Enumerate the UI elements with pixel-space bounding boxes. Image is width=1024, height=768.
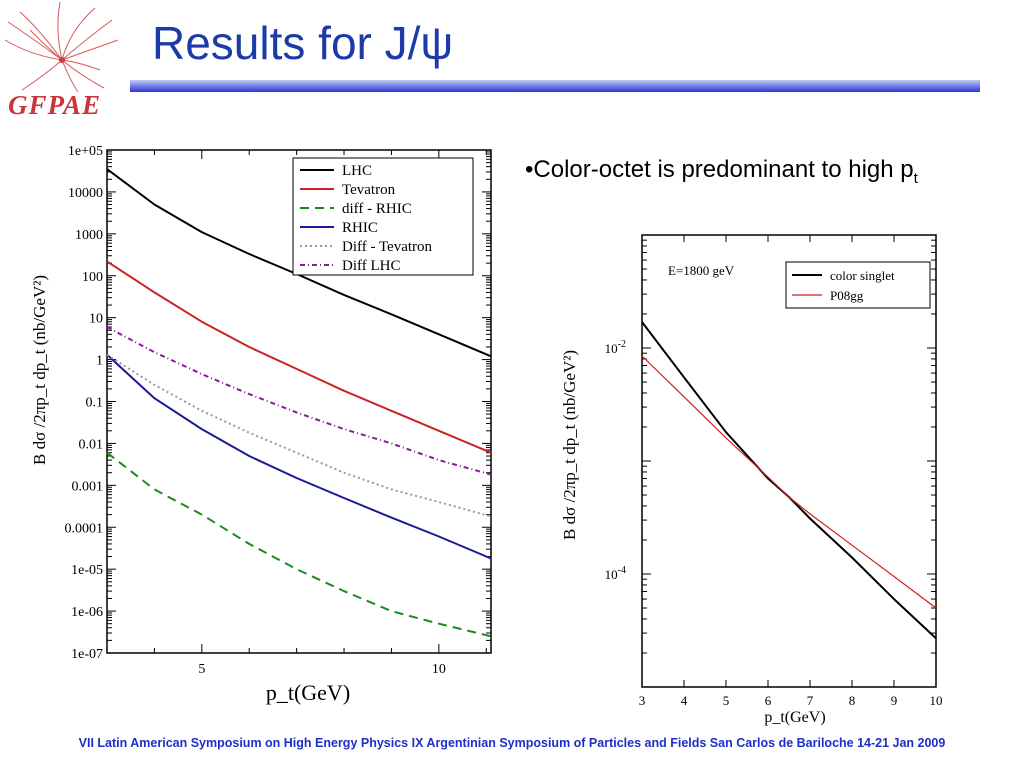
- title-underline-bar: [130, 80, 980, 92]
- chart-0-legend-label-5: Diff LHC: [342, 258, 400, 274]
- chart-1-xtick-1: 4: [681, 693, 688, 708]
- chart-0-xtick-0: 5: [198, 662, 205, 677]
- chart-0-ytick-2: 1e-05: [71, 563, 103, 578]
- chart-0-series-5: [106, 326, 492, 476]
- chart-left-series: [106, 168, 492, 638]
- logo-text: GFPAE: [8, 90, 102, 120]
- chart-0-ytick-3: 0.0001: [65, 521, 104, 536]
- chart-0-series-3: [106, 354, 492, 560]
- chart-1-xtick-7: 10: [930, 693, 943, 708]
- chart-0-ytick-8: 10: [89, 312, 103, 327]
- bullet-text: •Color-octet is predominant to high pt: [525, 156, 918, 187]
- bullet-main: •Color-octet is predominant to high p: [525, 156, 914, 183]
- chart-1-xtick-3: 6: [765, 693, 772, 708]
- chart-0-xtick-1: 10: [432, 662, 446, 677]
- chart-1-xtick-0: 3: [639, 693, 646, 708]
- chart-left-ylabel: B dσ /2πp_t dp_t (nb/GeV²): [30, 275, 49, 465]
- chart-0-legend-label-1: Tevatron: [342, 182, 396, 198]
- chart-0-series-2: [106, 451, 492, 638]
- chart-0-ytick-9: 100: [82, 270, 103, 285]
- chart-0-legend-label-3: RHIC: [342, 220, 378, 236]
- chart-0-series-1: [106, 260, 492, 454]
- chart-left-legend: LHC Tevatron diff - RHIC RHIC Diff - Tevatro…: [292, 157, 474, 276]
- chart-0-legend-label-2: diff - RHIC: [342, 201, 412, 217]
- chart-right-legend: color singlet P08gg: [785, 261, 931, 309]
- chart-0-series-0: [106, 168, 492, 358]
- chart-0-ytick-11: 10000: [68, 186, 103, 201]
- chart-0-ytick-10: 1000: [75, 228, 103, 243]
- chart-0-legend-label-0: LHC: [342, 163, 372, 179]
- chart-0-legend-label-4: Diff - Tevatron: [342, 239, 433, 255]
- gfpae-logo: [4, 1, 119, 93]
- chart-1-legend-label-1: P08gg: [830, 288, 864, 303]
- chart-0-ytick-5: 0.01: [79, 437, 104, 452]
- footer-conference: VII Latin American Symposium on High Ene…: [78, 736, 946, 750]
- chart-1-xtick-6: 9: [891, 693, 898, 708]
- bullet-subscript: t: [913, 169, 918, 187]
- chart-0-ytick-4: 0.001: [72, 479, 104, 494]
- chart-0-ytick-12: 1e+05: [68, 144, 103, 159]
- chart-right-ylabel: B dσ /2πp_t dp_t (nb/GeV²): [560, 350, 579, 540]
- chart-right-frame: [641, 234, 937, 688]
- chart-left-xlabel: p_t(GeV): [266, 680, 350, 705]
- chart-1-ytick-0: 10-4: [605, 565, 626, 582]
- slide-title: Results for J/ψ: [152, 17, 454, 69]
- chart-right-series: [641, 321, 937, 640]
- chart-0-ytick-1: 1e-06: [71, 605, 103, 620]
- chart-1-legend-label-0: color singlet: [830, 268, 895, 283]
- chart-left-legend-box: [292, 157, 474, 276]
- chart-0-ytick-7: 1: [96, 354, 103, 369]
- chart-0-series-4: [106, 353, 492, 518]
- chart-left-ticks: 5 10 1e-07 1e-06 1e-05 0.0001 0.001 0.01 0.1 1 10 1…: [65, 144, 491, 677]
- chart-right-xlabel: p_t(GeV): [764, 709, 825, 726]
- chart-1-series-0: [641, 321, 937, 640]
- chart-1-series-1: [641, 355, 937, 609]
- chart-1-xtick-5: 8: [849, 693, 856, 708]
- chart-left-frame: [106, 149, 492, 654]
- chart-right-ticks: 3 4 5 6 7 8 9 10 10-4 10-2: [605, 235, 943, 708]
- chart-0-ytick-0: 1e-07: [71, 647, 103, 662]
- chart-1-ytick-1: 10-2: [605, 339, 626, 356]
- chart-right-annotation: E=1800 geV: [668, 263, 735, 278]
- chart-1-xtick-4: 7: [807, 693, 814, 708]
- chart-1-xtick-2: 5: [723, 693, 730, 708]
- chart-right-legend-box: [785, 261, 931, 309]
- chart-0-ytick-6: 0.1: [86, 396, 104, 411]
